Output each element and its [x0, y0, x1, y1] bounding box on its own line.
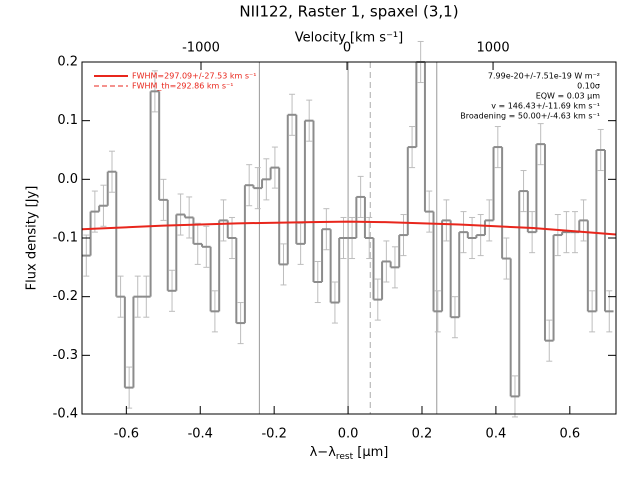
annotation: 7.99e-20+/-7.51e-19 W m⁻² — [488, 72, 600, 81]
x2-tick-label: 0 — [343, 41, 351, 56]
y-label: Flux density [Jy] — [25, 186, 40, 291]
chart-title: NII122, Raster 1, spaxel (3,1) — [239, 3, 458, 21]
legend-label: FWHM_th=292.86 km s⁻¹ — [132, 82, 233, 91]
x-tick-label: -0.4 — [188, 427, 213, 442]
y-tick-label: 0.1 — [57, 113, 78, 128]
x-tick-label: -0.2 — [261, 427, 286, 442]
x-label-part: λ−λ — [310, 445, 337, 460]
legend-label: FWHM=297.09+/-27.53 km s⁻¹ — [132, 72, 256, 81]
y-tick-label: -0.3 — [53, 348, 78, 363]
y-tick-label: -0.2 — [53, 289, 78, 304]
y-tick-label: -0.1 — [53, 231, 78, 246]
x-label: λ−λrest [μm] — [310, 445, 389, 462]
fit-line — [81, 220, 617, 236]
x-tick-label: 0.6 — [559, 427, 580, 442]
x-tick-label: 0.0 — [338, 427, 359, 442]
annotation: v = 146.43+/-11.69 km s⁻¹ — [491, 102, 600, 111]
x-label-part: rest — [336, 452, 354, 462]
x-tick-label: 0.4 — [486, 427, 507, 442]
annotation: Broadening = 50.00+/-4.63 km s⁻¹ — [460, 112, 600, 121]
y-tick-label: 0.0 — [57, 172, 78, 187]
x2-tick-label: 1000 — [477, 41, 510, 56]
x2-tick-label: -1000 — [182, 41, 220, 56]
x-label-part: [μm] — [353, 445, 388, 460]
y-tick-label: -0.4 — [53, 407, 78, 422]
annotation: EQW = 0.03 μm — [536, 92, 600, 101]
annotation: 0.10σ — [577, 82, 600, 91]
x-tick-label: 0.2 — [412, 427, 433, 442]
x-tick-label: -0.6 — [114, 427, 139, 442]
y-tick-label: 0.2 — [57, 55, 78, 70]
x2-label: Velocity [km s⁻¹] — [295, 31, 403, 46]
